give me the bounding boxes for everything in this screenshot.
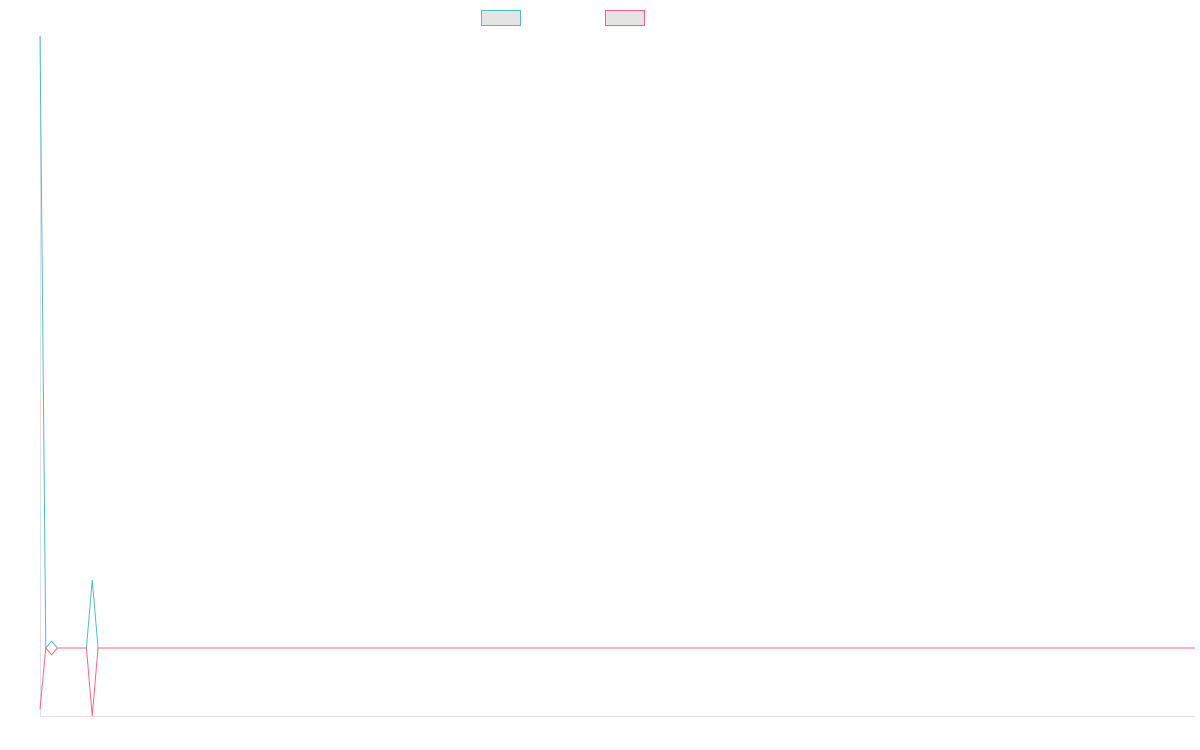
- series-line-2: [39, 646, 1195, 717]
- legend: [481, 10, 645, 26]
- legend-swatch-1[interactable]: [481, 10, 521, 26]
- series-group: [39, 35, 1195, 717]
- series-line-1: [39, 35, 1195, 650]
- legend-swatch-2[interactable]: [605, 10, 645, 26]
